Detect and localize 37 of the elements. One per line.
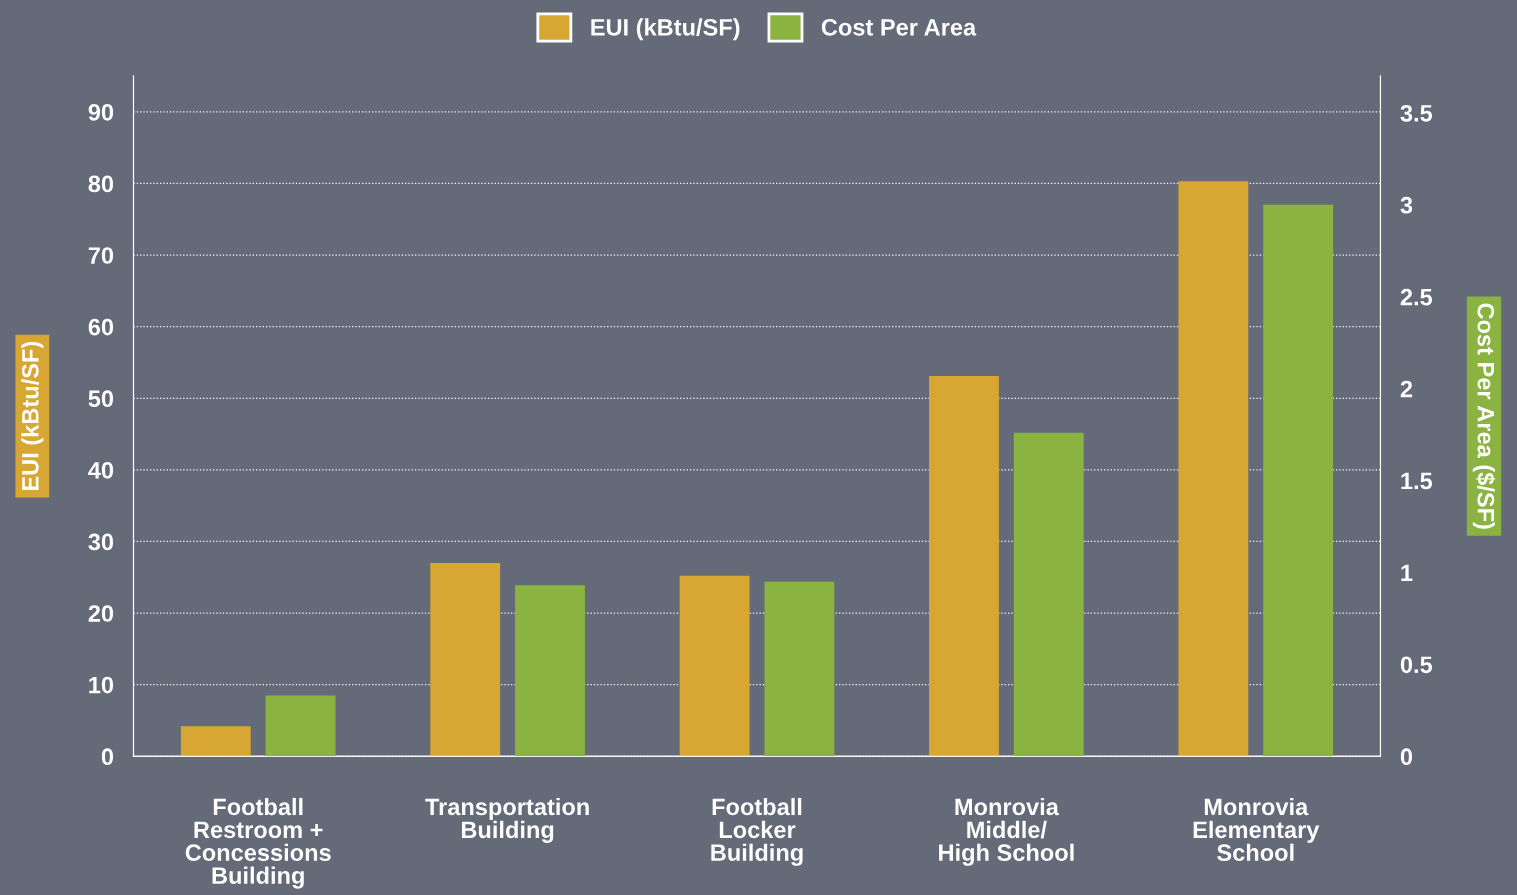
bar (679, 575, 750, 757)
y-tick-label: 50 (88, 390, 114, 408)
y2-tick-label: 1 (1401, 564, 1413, 581)
bar (180, 726, 251, 757)
bar (430, 562, 501, 757)
y-tick-label: 90 (88, 103, 114, 121)
y-tick-label: 30 (88, 533, 114, 551)
legend-label: Cost Per Area (821, 18, 977, 36)
y2-tick-label: 2 (1400, 380, 1413, 398)
y-tick-label: 40 (88, 461, 114, 479)
y-tick-label: 0 (101, 748, 114, 766)
y2-tick-label: 2.5 (1400, 288, 1433, 306)
bar (1178, 181, 1249, 757)
bar (764, 581, 835, 757)
y2-tick-label: 0 (1400, 748, 1413, 766)
x-tick-label: Monrovia Middle/ High School (939, 797, 1074, 866)
y2-tick-label: 0.5 (1400, 656, 1433, 674)
y-tick-label: 70 (88, 247, 114, 264)
y2-tick-label: 3.5 (1400, 104, 1433, 122)
y-tick-label: 80 (88, 175, 114, 193)
bar (929, 376, 999, 757)
x-tick-label: Football Restroom + Concessions Building (185, 797, 331, 889)
y-axis-title: EUI (kBtu/SF) (21, 341, 44, 491)
legend-label: EUI (kBtu/SF) (591, 18, 740, 41)
x-tick-label: Football Locker Building (711, 797, 803, 866)
bar (515, 585, 585, 757)
y2-tick-label: 1.5 (1401, 472, 1433, 490)
y-tick-label: 20 (88, 605, 114, 622)
bar (1013, 432, 1084, 757)
bar (1263, 204, 1334, 757)
y-tick-label: 10 (89, 676, 114, 694)
bar (265, 695, 336, 757)
y2-tick-label: 3 (1400, 196, 1413, 214)
x-tick-label: Monrovia Elementary School (1193, 797, 1320, 862)
x-tick-label: Transportation Building (425, 797, 589, 843)
y-tick-label: 60 (88, 318, 114, 336)
y2-axis-title: Cost Per Area ($/SF) (1472, 303, 1496, 529)
